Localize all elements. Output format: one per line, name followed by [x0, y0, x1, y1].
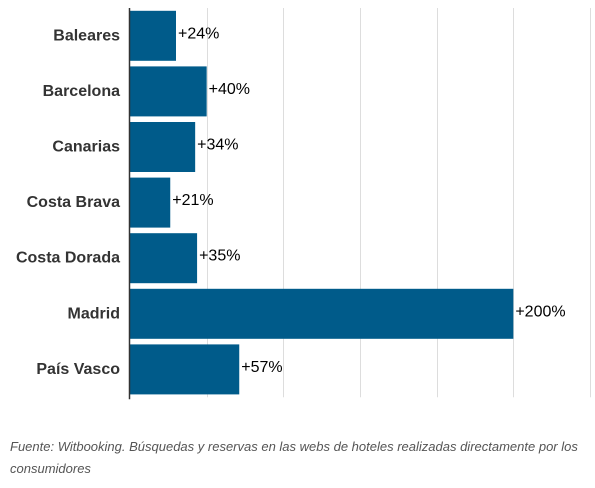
bar — [130, 66, 207, 117]
category-label: Barcelona — [43, 83, 120, 100]
bar — [130, 344, 240, 395]
value-label: +21% — [172, 192, 213, 209]
category-label: País Vasco — [36, 361, 120, 378]
value-label: +40% — [209, 81, 250, 98]
source-note: Fuente: Witbooking. Búsquedas y reservas… — [10, 439, 578, 476]
value-label: +35% — [199, 248, 240, 265]
labels: Baleares +24% Barcelona +40% Canarias +34% Cos… — [16, 25, 566, 378]
value-label: +200% — [515, 303, 565, 320]
category-label: Costa Brava — [27, 194, 120, 211]
bar — [130, 288, 514, 339]
category-label: Baleares — [53, 27, 120, 44]
bar — [130, 122, 196, 172]
bars — [130, 10, 514, 395]
bar — [130, 233, 198, 284]
bar — [130, 10, 176, 61]
gridlines — [207, 8, 591, 398]
bar — [130, 177, 171, 228]
category-label: Madrid — [68, 305, 120, 322]
category-label: Costa Dorada — [16, 250, 120, 267]
category-label: Canarias — [52, 139, 120, 156]
value-label: +24% — [178, 25, 219, 42]
value-label: +57% — [241, 359, 282, 376]
bar-chart: Baleares +24% Barcelona +40% Canarias +34% Cos… — [16, 8, 591, 400]
value-label: +34% — [197, 137, 238, 154]
